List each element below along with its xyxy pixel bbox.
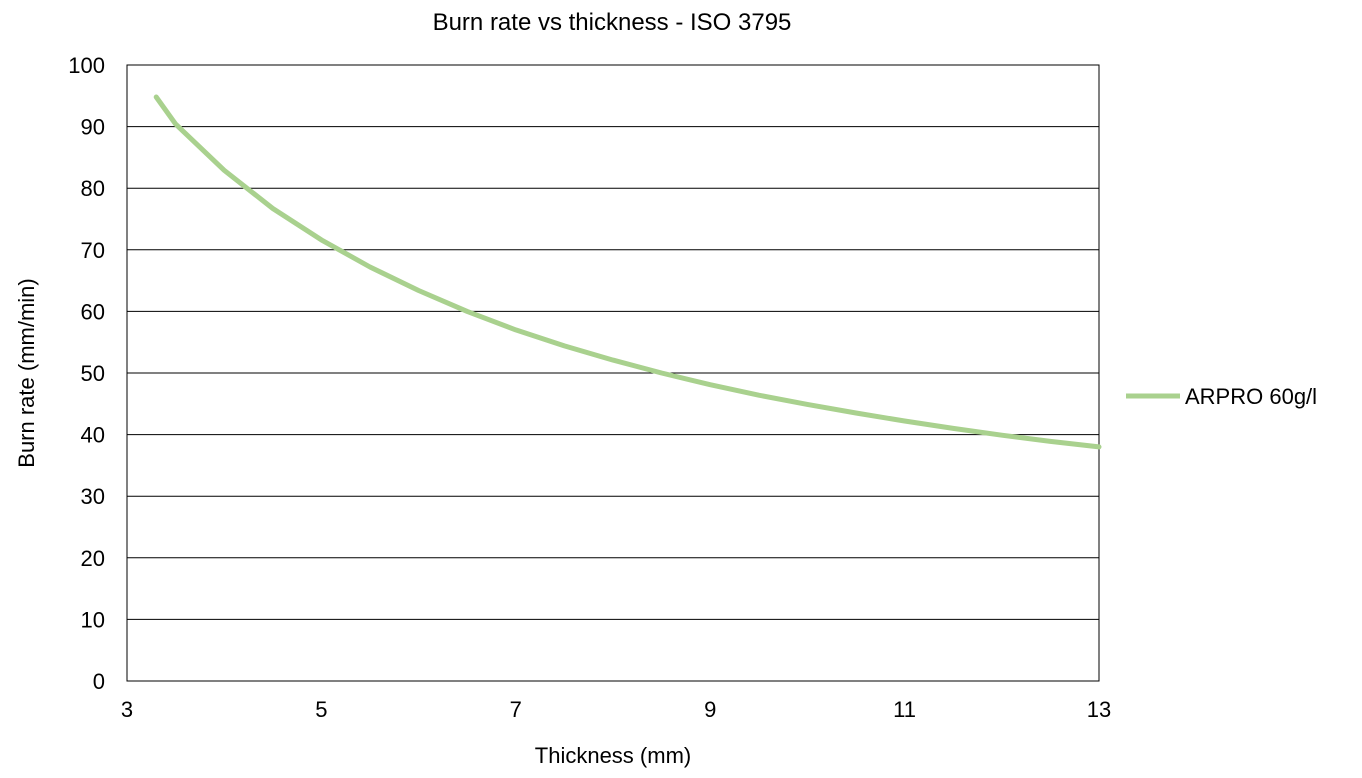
legend: ARPRO 60g/l	[1126, 384, 1317, 409]
plot-area-border	[126, 64, 1100, 682]
chart-title: Burn rate vs thickness - ISO 3795	[433, 9, 792, 36]
y-tick-label: 70	[81, 238, 105, 263]
x-axis-title: Thickness (mm)	[535, 743, 691, 768]
series-line	[153, 94, 1102, 450]
y-tick-label: 30	[81, 484, 105, 509]
x-axis-tick-labels: 3 5 7 9 11 13	[121, 697, 1111, 722]
y-tick-label: 80	[81, 176, 105, 201]
x-tick-label: 3	[121, 697, 133, 722]
series-layer	[153, 94, 1102, 450]
y-tick-label: 20	[81, 546, 105, 571]
gridlines	[127, 64, 1099, 682]
y-tick-label: 0	[93, 669, 105, 694]
y-tick-label: 90	[81, 115, 105, 140]
y-tick-label: 50	[81, 361, 105, 386]
x-tick-label: 5	[315, 697, 327, 722]
y-tick-label: 100	[68, 53, 105, 78]
y-tick-label: 60	[81, 299, 105, 324]
x-tick-label: 7	[510, 697, 522, 722]
y-axis-title: Burn rate (mm/min)	[14, 278, 39, 467]
legend-label: ARPRO 60g/l	[1185, 384, 1317, 409]
x-tick-label: 9	[704, 697, 716, 722]
y-axis-tick-labels: 0 10 20 30 40 50 60 70 80 90 100	[68, 53, 105, 694]
x-tick-label: 13	[1087, 697, 1111, 722]
x-tick-label: 11	[893, 697, 916, 722]
y-tick-label: 10	[81, 607, 105, 632]
y-tick-label: 40	[81, 423, 105, 448]
